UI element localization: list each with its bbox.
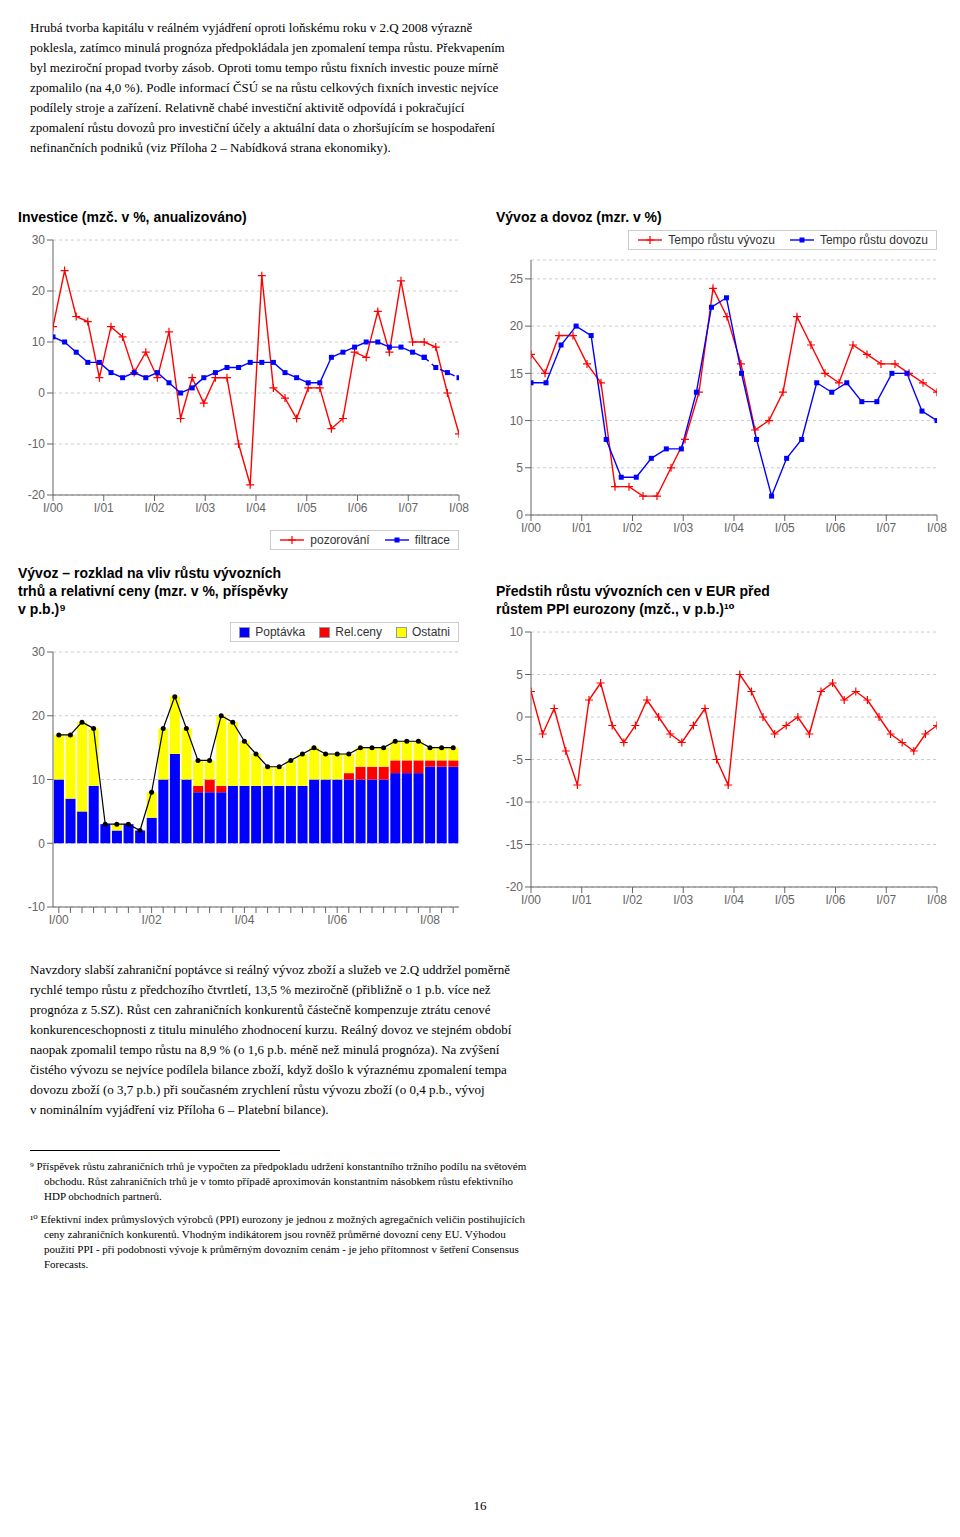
svg-text:I/05: I/05 — [775, 893, 795, 907]
svg-text:-20: -20 — [28, 488, 46, 502]
html-text:naopak zpomalil tempo růstu na: naopak zpomalil tempo růstu na 8,9 % (o … — [30, 1042, 500, 1057]
svg-text:-10: -10 — [506, 795, 524, 809]
svg-text:I/03: I/03 — [673, 893, 693, 907]
html-text:Vývoz a dovoz (mzr. v %): Vývoz a dovoz (mzr. v %) — [496, 209, 662, 225]
html-text:obchodu. Růst zahraničních trh: obchodu. Růst zahraničních trhů je v tom… — [44, 1175, 513, 1187]
svg-text:I/08: I/08 — [449, 501, 469, 515]
html-text:zpomalilo (na 4,0 %). Podle in: zpomalilo (na 4,0 %). Podle informací ČS… — [30, 80, 499, 95]
svg-text:0: 0 — [516, 710, 523, 724]
svg-text:I/01: I/01 — [572, 521, 592, 535]
html-text:filtrace: filtrace — [414, 533, 450, 547]
svg-text:I/07: I/07 — [398, 501, 418, 515]
svg-text:I/08: I/08 — [927, 893, 947, 907]
svg-text:10: 10 — [510, 414, 524, 428]
svg-text:I/04: I/04 — [246, 501, 266, 515]
svg-text:15: 15 — [510, 367, 524, 381]
html-text:Forecasts.: Forecasts. — [44, 1258, 89, 1270]
svg-text:-10: -10 — [28, 900, 46, 914]
svg-text:20: 20 — [510, 319, 524, 333]
svg-text:-15: -15 — [506, 838, 524, 852]
html-text:Vývoz – rozklad na vliv růstu: Vývoz – rozklad na vliv růstu vývozních — [18, 565, 281, 581]
html-text:HDP obchodních partnerů.: HDP obchodních partnerů. — [44, 1190, 162, 1202]
svg-text:30: 30 — [32, 645, 46, 659]
svg-text:10: 10 — [510, 625, 524, 639]
html-text:v p.b.)⁹: v p.b.)⁹ — [18, 601, 66, 617]
svg-text:I/08: I/08 — [927, 521, 947, 535]
svg-text:30: 30 — [32, 233, 46, 247]
svg-text:-10: -10 — [28, 437, 46, 451]
html-text:rychlé tempo růstu z předchozí: rychlé tempo růstu z předchozího čtvrtle… — [30, 982, 491, 997]
html-text:16: 16 — [473, 1498, 487, 1513]
svg-text:0: 0 — [516, 508, 523, 522]
html-text:poklesla, zatímco minulá progn: poklesla, zatímco minulá prognóza předpo… — [30, 40, 505, 55]
html-text:Navzdory slabší zahraniční pop: Navzdory slabší zahraniční poptávce si r… — [30, 962, 511, 977]
svg-text:I/06: I/06 — [327, 913, 347, 927]
svg-text:I/02: I/02 — [622, 893, 642, 907]
svg-text:I/02: I/02 — [142, 913, 162, 927]
svg-text:20: 20 — [32, 284, 46, 298]
svg-text:0: 0 — [38, 837, 45, 851]
svg-text:I/00: I/00 — [521, 893, 541, 907]
html-text:růstem PPI eurozony (mzč., v p: růstem PPI eurozony (mzč., v p.b.)¹⁰ — [496, 601, 735, 617]
svg-text:I/05: I/05 — [775, 521, 795, 535]
html-text:byl meziroční propad tvorby zá: byl meziroční propad tvorby zásob. Oprot… — [30, 60, 499, 75]
svg-text:I/01: I/01 — [94, 501, 114, 515]
svg-text:I/03: I/03 — [195, 501, 215, 515]
svg-text:I/00: I/00 — [43, 501, 63, 515]
html-text:Poptávka: Poptávka — [255, 625, 306, 639]
svg-text:I/00: I/00 — [521, 521, 541, 535]
html-text:ceny zahraničních konkurentů.: ceny zahraničních konkurentů. Vhodným in… — [44, 1228, 506, 1240]
html-text:dovozu zboží (o 3,7 p.b.) při: dovozu zboží (o 3,7 p.b.) při současném … — [30, 1082, 485, 1097]
svg-text:10: 10 — [32, 773, 46, 787]
svg-text:5: 5 — [516, 668, 523, 682]
svg-text:10: 10 — [32, 335, 46, 349]
html-text:Investice (mzč. v %, anualizov: Investice (mzč. v %, anualizováno) — [18, 209, 247, 225]
html-text:nefinančních podniků (viz Příl: nefinančních podniků (viz Příloha 2 – Na… — [30, 140, 391, 155]
svg-text:20: 20 — [32, 709, 46, 723]
svg-text:-20: -20 — [506, 880, 524, 894]
svg-text:I/07: I/07 — [876, 521, 896, 535]
html-text:trhů a relativní ceny (mzr. v: trhů a relativní ceny (mzr. v %, příspěv… — [18, 583, 288, 599]
svg-text:I/06: I/06 — [825, 521, 845, 535]
svg-text:I/02: I/02 — [622, 521, 642, 535]
svg-text:I/04: I/04 — [724, 893, 744, 907]
svg-text:I/06: I/06 — [825, 893, 845, 907]
html-text:Ostatni: Ostatni — [412, 625, 450, 639]
html-text:Předstih růstu vývozních cen v: Předstih růstu vývozních cen v EUR před — [496, 583, 770, 599]
html-text:Tempo růstu dovozu: Tempo růstu dovozu — [819, 233, 928, 247]
html-text:pozorování: pozorování — [310, 533, 370, 547]
html-text:⁹ Příspěvek růstu zahraničních: ⁹ Příspěvek růstu zahraničních trhů je v… — [30, 1160, 527, 1172]
html-text:konkurenceschopnosti z titulu: konkurenceschopnosti z titulu minulého z… — [30, 1022, 512, 1037]
svg-text:0: 0 — [38, 386, 45, 400]
html-text:¹⁰ Efektivní index průmyslovýc: ¹⁰ Efektivní index průmyslových výrobců … — [30, 1213, 525, 1225]
svg-text:I/03: I/03 — [673, 521, 693, 535]
html-text:Hrubá tvorba kapitálu v reálné: Hrubá tvorba kapitálu v reálném vyjádřen… — [30, 20, 473, 35]
svg-text:I/01: I/01 — [572, 893, 592, 907]
svg-text:I/08: I/08 — [420, 913, 440, 927]
svg-text:I/04: I/04 — [234, 913, 254, 927]
html-text:čistého vývozu se nejvíce podí: čistého vývozu se nejvíce podílela bilan… — [30, 1062, 507, 1077]
html-text:zpomalení růstu dovozů pro inv: zpomalení růstu dovozů pro investiční úč… — [30, 120, 495, 135]
svg-text:I/00: I/00 — [49, 913, 69, 927]
html-text:v nominálním vyjádření viz Pří: v nominálním vyjádření viz Příloha 6 – P… — [30, 1102, 329, 1117]
html-text:použití PPI - při podobnosti v: použití PPI - při podobnosti vývoje k pr… — [44, 1243, 519, 1255]
svg-text:5: 5 — [516, 461, 523, 475]
html-text:Tempo růstu vývozu: Tempo růstu vývozu — [668, 233, 775, 247]
html-text:Rel.ceny: Rel.ceny — [335, 625, 382, 639]
html-text:prognóza z 5.SZ). Růst cen zah: prognóza z 5.SZ). Růst cen zahraničních … — [30, 1002, 491, 1017]
svg-text:I/06: I/06 — [347, 501, 367, 515]
svg-text:I/02: I/02 — [144, 501, 164, 515]
svg-text:-5: -5 — [512, 753, 523, 767]
svg-text:25: 25 — [510, 272, 524, 286]
svg-text:I/07: I/07 — [876, 893, 896, 907]
svg-text:I/04: I/04 — [724, 521, 744, 535]
svg-text:I/05: I/05 — [297, 501, 317, 515]
html-text:podílely stroje a zařízení. Re: podílely stroje a zařízení. Relativně ch… — [30, 100, 465, 115]
